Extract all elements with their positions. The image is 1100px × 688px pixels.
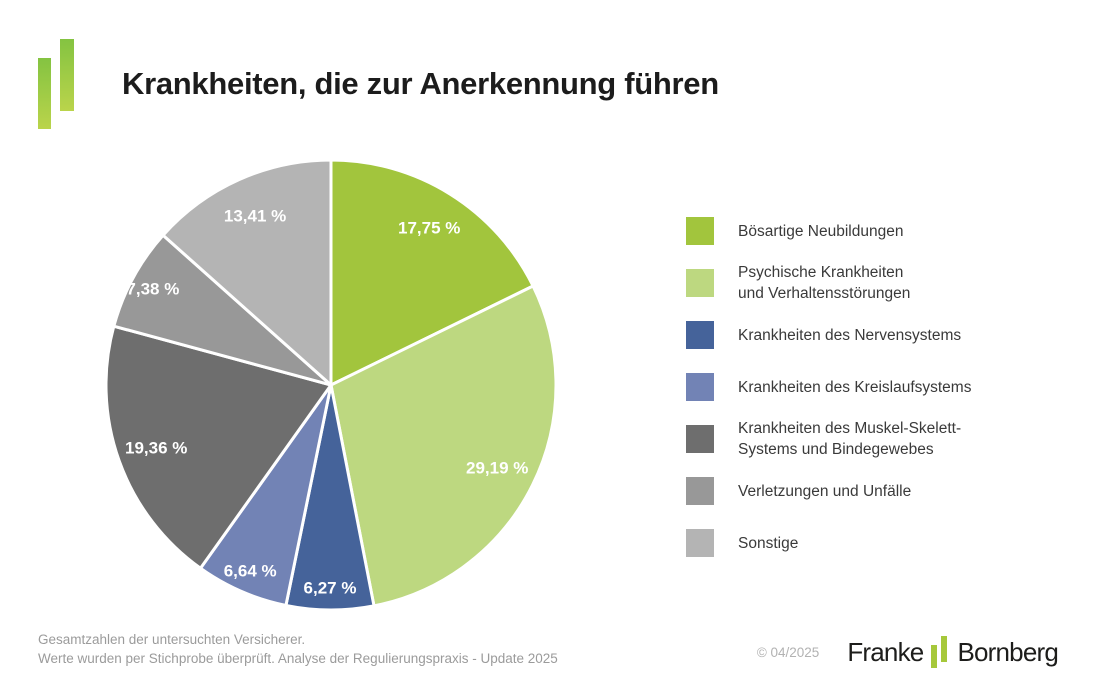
pie-slice-label: 13,41 %	[224, 207, 286, 226]
pie-slice-label: 19,36 %	[125, 439, 187, 458]
legend-item: Psychische Krankheiten und Verhaltensstör…	[686, 264, 971, 302]
pie-slice-label: 17,75 %	[398, 219, 460, 238]
pie-slice-label: 6,64 %	[224, 562, 277, 581]
legend-swatch	[686, 217, 714, 245]
copyright-text: © 04/2025	[756, 644, 820, 660]
logo-bars-icon	[931, 636, 949, 668]
legend: Bösartige Neubildungen Psychische Krankhe…	[686, 217, 971, 581]
pie-slice-label: 7,38 %	[126, 280, 179, 299]
legend-item: Krankheiten des Muskel-Skelett- Systems u…	[686, 420, 971, 458]
legend-item: Krankheiten des Nervensystems	[686, 321, 971, 349]
legend-swatch	[686, 321, 714, 349]
pie-slice-6	[161, 158, 333, 387]
legend-item: Krankheiten des Kreislaufsystems	[686, 373, 971, 401]
page-title: Krankheiten, die zur Anerkennung führen	[122, 66, 719, 101]
pie-slice-5	[112, 233, 333, 387]
legend-item: Verletzungen und Unfälle	[686, 477, 971, 505]
legend-label: Bösartige Neubildungen	[738, 222, 904, 240]
legend-item: Bösartige Neubildungen	[686, 217, 971, 245]
logo-bar-icon	[60, 39, 74, 111]
legend-swatch	[686, 477, 714, 505]
legend-swatch	[686, 269, 714, 297]
legend-label: Krankheiten des Kreislaufsystems	[738, 378, 972, 396]
logo-bar-icon	[38, 58, 51, 129]
footer-note: Gesamtzahlen der untersuchten Versichere…	[38, 630, 558, 668]
footer-note-line2: Werte wurden per Stichprobe überprüft. A…	[38, 651, 558, 666]
legend-label: Krankheiten des Nervensystems	[738, 326, 962, 344]
legend-swatch	[686, 373, 714, 401]
brand-name-left: Franke	[847, 636, 924, 667]
legend-label: Verletzungen und Unfälle	[738, 482, 912, 500]
legend-swatch	[686, 529, 714, 557]
pie-slice-label: 29,19 %	[466, 459, 528, 478]
legend-label: Psychische Krankheiten und Verhaltensstör…	[738, 264, 911, 302]
pie-chart: 17,75 % 29,19 % 6,27 % 6,64 % 19,36 % 7,38 % 1…	[86, 140, 576, 630]
pie-slice-0	[329, 158, 535, 387]
pie-slice-label: 6,27 %	[304, 579, 357, 598]
franke-bornberg-logo-mark	[38, 39, 78, 131]
legend-label: Sonstige	[738, 534, 799, 552]
footer-right: © 04/2025 Franke Bornberg	[756, 636, 1059, 668]
pie-slice-1	[329, 284, 558, 608]
pie-chart-svg: 17,75 % 29,19 % 6,27 % 6,64 % 19,36 % 7,38 % 1…	[104, 158, 558, 612]
legend-label: Krankheiten des Muskel-Skelett- Systems u…	[738, 420, 962, 458]
legend-item: Sonstige	[686, 529, 971, 557]
pie-slice-4	[104, 324, 333, 570]
brand-name-right: Bornberg	[957, 636, 1058, 667]
franke-bornberg-wordmark: Franke Bornberg	[847, 636, 1059, 668]
legend-swatch	[686, 425, 714, 453]
footer-note-line1: Gesamtzahlen der untersuchten Versichere…	[38, 632, 306, 647]
